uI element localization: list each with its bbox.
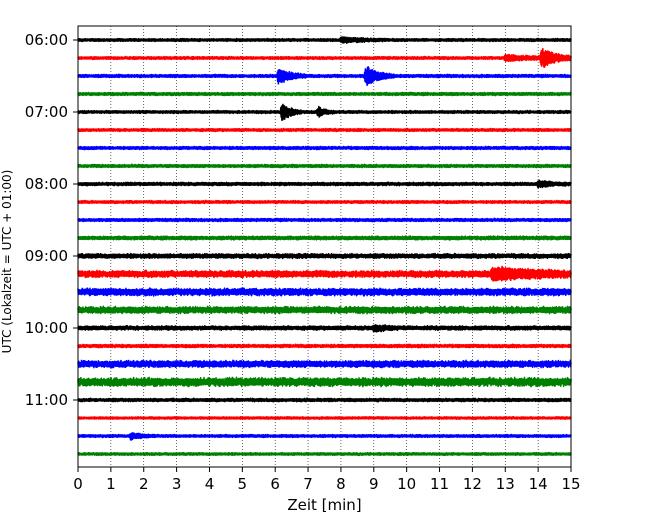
x-tick-label: 4 bbox=[205, 475, 215, 493]
y-tick-label: 10:00 bbox=[25, 319, 68, 337]
trace-0715 bbox=[77, 127, 572, 133]
y-axis-label: UTC (Lokalzeit = UTC + 01:00) bbox=[0, 170, 14, 354]
trace-0745 bbox=[77, 163, 572, 169]
trace-0830 bbox=[77, 217, 572, 223]
trace-0915 bbox=[77, 265, 572, 282]
trace-1030 bbox=[77, 359, 572, 369]
x-tick-label: 15 bbox=[561, 475, 580, 493]
x-tick-label: 3 bbox=[172, 475, 182, 493]
trace-0645 bbox=[77, 91, 572, 97]
x-tick-label: 7 bbox=[303, 475, 313, 493]
plot-frame bbox=[77, 25, 572, 468]
x-tick-label: 11 bbox=[430, 475, 449, 493]
trace-0600 bbox=[77, 36, 572, 44]
trace-0700 bbox=[77, 103, 572, 121]
trace-0615 bbox=[77, 47, 572, 68]
x-tick-label: 5 bbox=[238, 475, 248, 493]
x-tick-label: 14 bbox=[529, 475, 548, 493]
x-tick-label: 10 bbox=[397, 475, 416, 493]
trace-0900 bbox=[77, 252, 572, 260]
trace-1145 bbox=[77, 451, 572, 457]
trace-1115 bbox=[77, 415, 572, 421]
y-tick-label: 06:00 bbox=[25, 31, 68, 49]
y-tick-label: 09:00 bbox=[25, 247, 68, 265]
x-tick-label: 8 bbox=[336, 475, 346, 493]
trace-1015 bbox=[77, 343, 572, 349]
x-axis-label: Zeit [min] bbox=[287, 496, 361, 514]
x-tick-label: 2 bbox=[139, 475, 149, 493]
x-tick-label: 12 bbox=[463, 475, 482, 493]
y-tick-label: 08:00 bbox=[25, 175, 68, 193]
x-tick-label: 6 bbox=[270, 475, 280, 493]
x-tick-label: 13 bbox=[496, 475, 515, 493]
y-tick-label: 11:00 bbox=[25, 391, 68, 409]
x-tick-label: 9 bbox=[369, 475, 379, 493]
x-tick-label: 0 bbox=[73, 475, 83, 493]
x-axis-ticks: 0 1 2 3 4 5 6 7 8 9 10 11 12 13 14 15 bbox=[73, 467, 581, 493]
y-tick-label: 07:00 bbox=[25, 103, 68, 121]
seismogram-traces bbox=[77, 36, 572, 457]
trace-0630 bbox=[77, 66, 572, 87]
trace-1000 bbox=[77, 324, 572, 333]
x-tick-label: 1 bbox=[106, 475, 116, 493]
trace-0730 bbox=[77, 145, 572, 151]
trace-0815 bbox=[77, 199, 572, 205]
trace-0800 bbox=[77, 179, 572, 189]
y-axis-ticks: 06:00 07:00 08:00 09:00 10:00 11:00 bbox=[25, 31, 78, 409]
trace-1045 bbox=[77, 376, 572, 388]
trace-1130 bbox=[77, 432, 572, 441]
trace-0930 bbox=[77, 287, 572, 297]
trace-0845 bbox=[77, 235, 572, 241]
trace-0945 bbox=[77, 305, 572, 315]
trace-1100 bbox=[77, 397, 572, 403]
